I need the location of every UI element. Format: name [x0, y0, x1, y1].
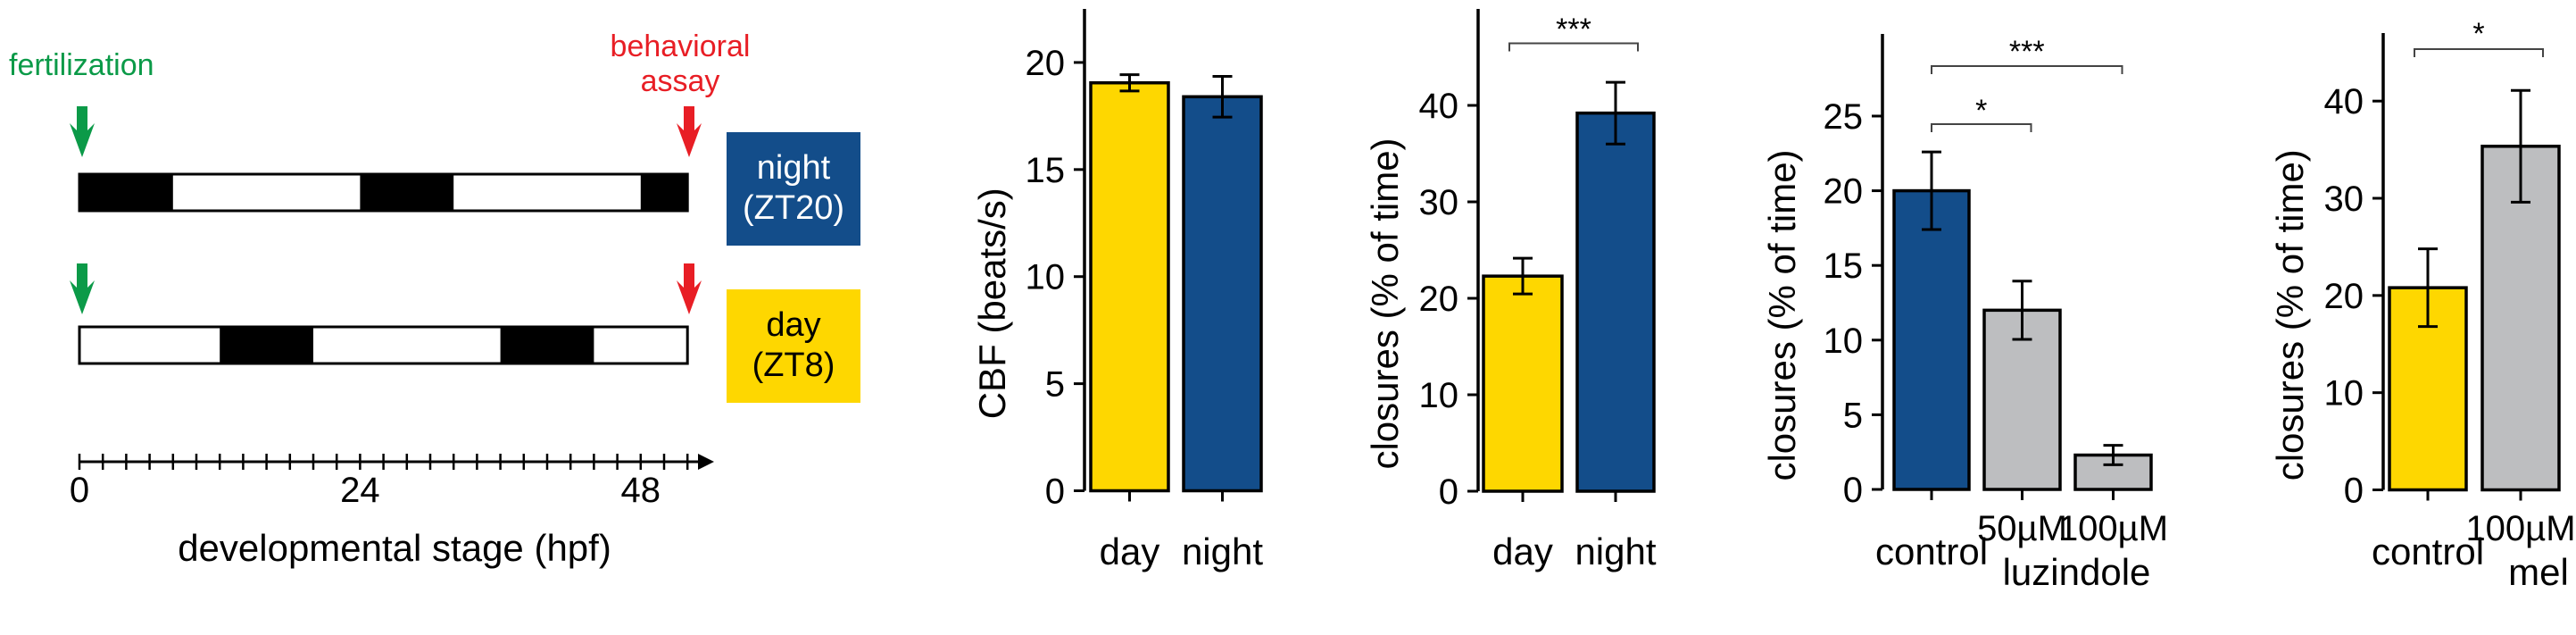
y-tick-label: 15 [1824, 246, 1864, 286]
significance-bracket [1508, 42, 1639, 52]
bar-night [1182, 95, 1263, 493]
significance-label: *** [1556, 13, 1591, 46]
y-tick-label: 0 [2344, 472, 2364, 511]
fertilization-arrow-icon [70, 106, 95, 157]
significance-label: *** [2009, 35, 2045, 69]
x-tick-label: control [1875, 531, 1988, 572]
condition-label: (ZT20) [743, 189, 844, 227]
assay-arrow-icon [677, 106, 702, 157]
dark-period [79, 174, 173, 211]
x-tick-label: 50µM [1977, 509, 2067, 548]
assay-label: behavioral [611, 29, 751, 63]
x-tick-label: 100µM [2058, 509, 2168, 548]
x-tick-label: night [1182, 531, 1263, 572]
fertilization-label: fertilization [9, 48, 154, 82]
y-tick-label: 10 [1419, 376, 1459, 415]
bar-chart-1: 0 5 10 15 20 CBF (beats/s) day night [971, 9, 1263, 572]
condition-box-day [727, 289, 860, 403]
dark-period [640, 174, 688, 211]
x-tick-label: day [1100, 531, 1160, 572]
bar-chart-3: 0 5 10 15 20 25 closures (% of time) control50µ… [1761, 34, 2168, 593]
dark-period [220, 327, 313, 363]
significance-label: * [2472, 17, 2484, 51]
y-tick-label: 20 [1824, 172, 1864, 212]
significance-bracket [1931, 123, 2032, 132]
timeline-tick-label: 48 [621, 471, 661, 510]
y-axis-label: closures (% of time) [1761, 149, 1803, 480]
y-tick-label: 40 [1419, 87, 1459, 126]
light-dark-bar-night [78, 172, 689, 213]
condition-label: day [766, 306, 820, 344]
y-axis-label: closures (% of time) [2269, 149, 2311, 480]
fertilization-arrow-icon [70, 263, 95, 314]
y-tick-label: 0 [1045, 472, 1065, 512]
assay-arrow-icon [677, 263, 702, 314]
bar-night [1575, 111, 1656, 493]
y-tick-label: 20 [1419, 280, 1459, 319]
timeline-axis-label: developmental stage (hpf) [178, 527, 611, 569]
timeline-tick-label: 24 [340, 471, 380, 510]
bar-100µM [2480, 145, 2561, 492]
y-tick-label: 10 [1824, 322, 1864, 361]
dark-period [360, 174, 454, 211]
y-tick-label: 10 [2324, 374, 2364, 414]
y-tick-label: 5 [1843, 396, 1863, 435]
y-tick-label: 25 [1824, 97, 1864, 137]
y-tick-label: 10 [1026, 258, 1066, 297]
bar-chart-2: 0 10 20 30 40 closures (% of time) day night *** [1364, 9, 1657, 572]
x-tick-label: day [1492, 531, 1553, 572]
y-tick-label: 40 [2324, 82, 2364, 121]
condition-label: (ZT8) [752, 347, 835, 384]
y-tick-label: 0 [1439, 472, 1458, 512]
condition-box-night [727, 132, 860, 246]
y-tick-label: 0 [1843, 471, 1863, 510]
bar-chart-4: 0 10 20 30 40 closures (% of time) control100µ… [2269, 17, 2576, 593]
y-tick-label: 30 [2324, 180, 2364, 219]
significance-bracket [2414, 48, 2544, 57]
y-axis-label: closures (% of time) [1364, 138, 1406, 469]
y-axis-label: CBF (beats/s) [971, 188, 1013, 419]
y-tick-label: 20 [2324, 277, 2364, 316]
y-tick-label: 5 [1045, 365, 1065, 405]
group-label: mel [2508, 551, 2569, 593]
light-period [78, 325, 689, 365]
y-tick-label: 20 [1026, 44, 1066, 83]
significance-bracket [1931, 65, 2123, 74]
dark-period [500, 327, 594, 363]
condition-label: night [757, 149, 831, 187]
assay-label: assay [641, 64, 720, 98]
bar-day [1482, 274, 1564, 493]
bar-day [1089, 80, 1170, 493]
light-dark-bar-day [78, 325, 689, 365]
x-tick-label: 100µM [2465, 509, 2575, 548]
y-tick-label: 30 [1419, 183, 1459, 222]
group-label: luzindole [2003, 551, 2151, 593]
x-tick-label: control [2372, 531, 2484, 572]
timeline-tick-label: 0 [70, 471, 89, 510]
y-tick-label: 15 [1026, 151, 1066, 190]
axis-arrowhead-icon [698, 454, 714, 470]
bar-control [1892, 188, 1971, 491]
x-tick-label: night [1575, 531, 1656, 572]
significance-label: * [1975, 94, 1987, 128]
